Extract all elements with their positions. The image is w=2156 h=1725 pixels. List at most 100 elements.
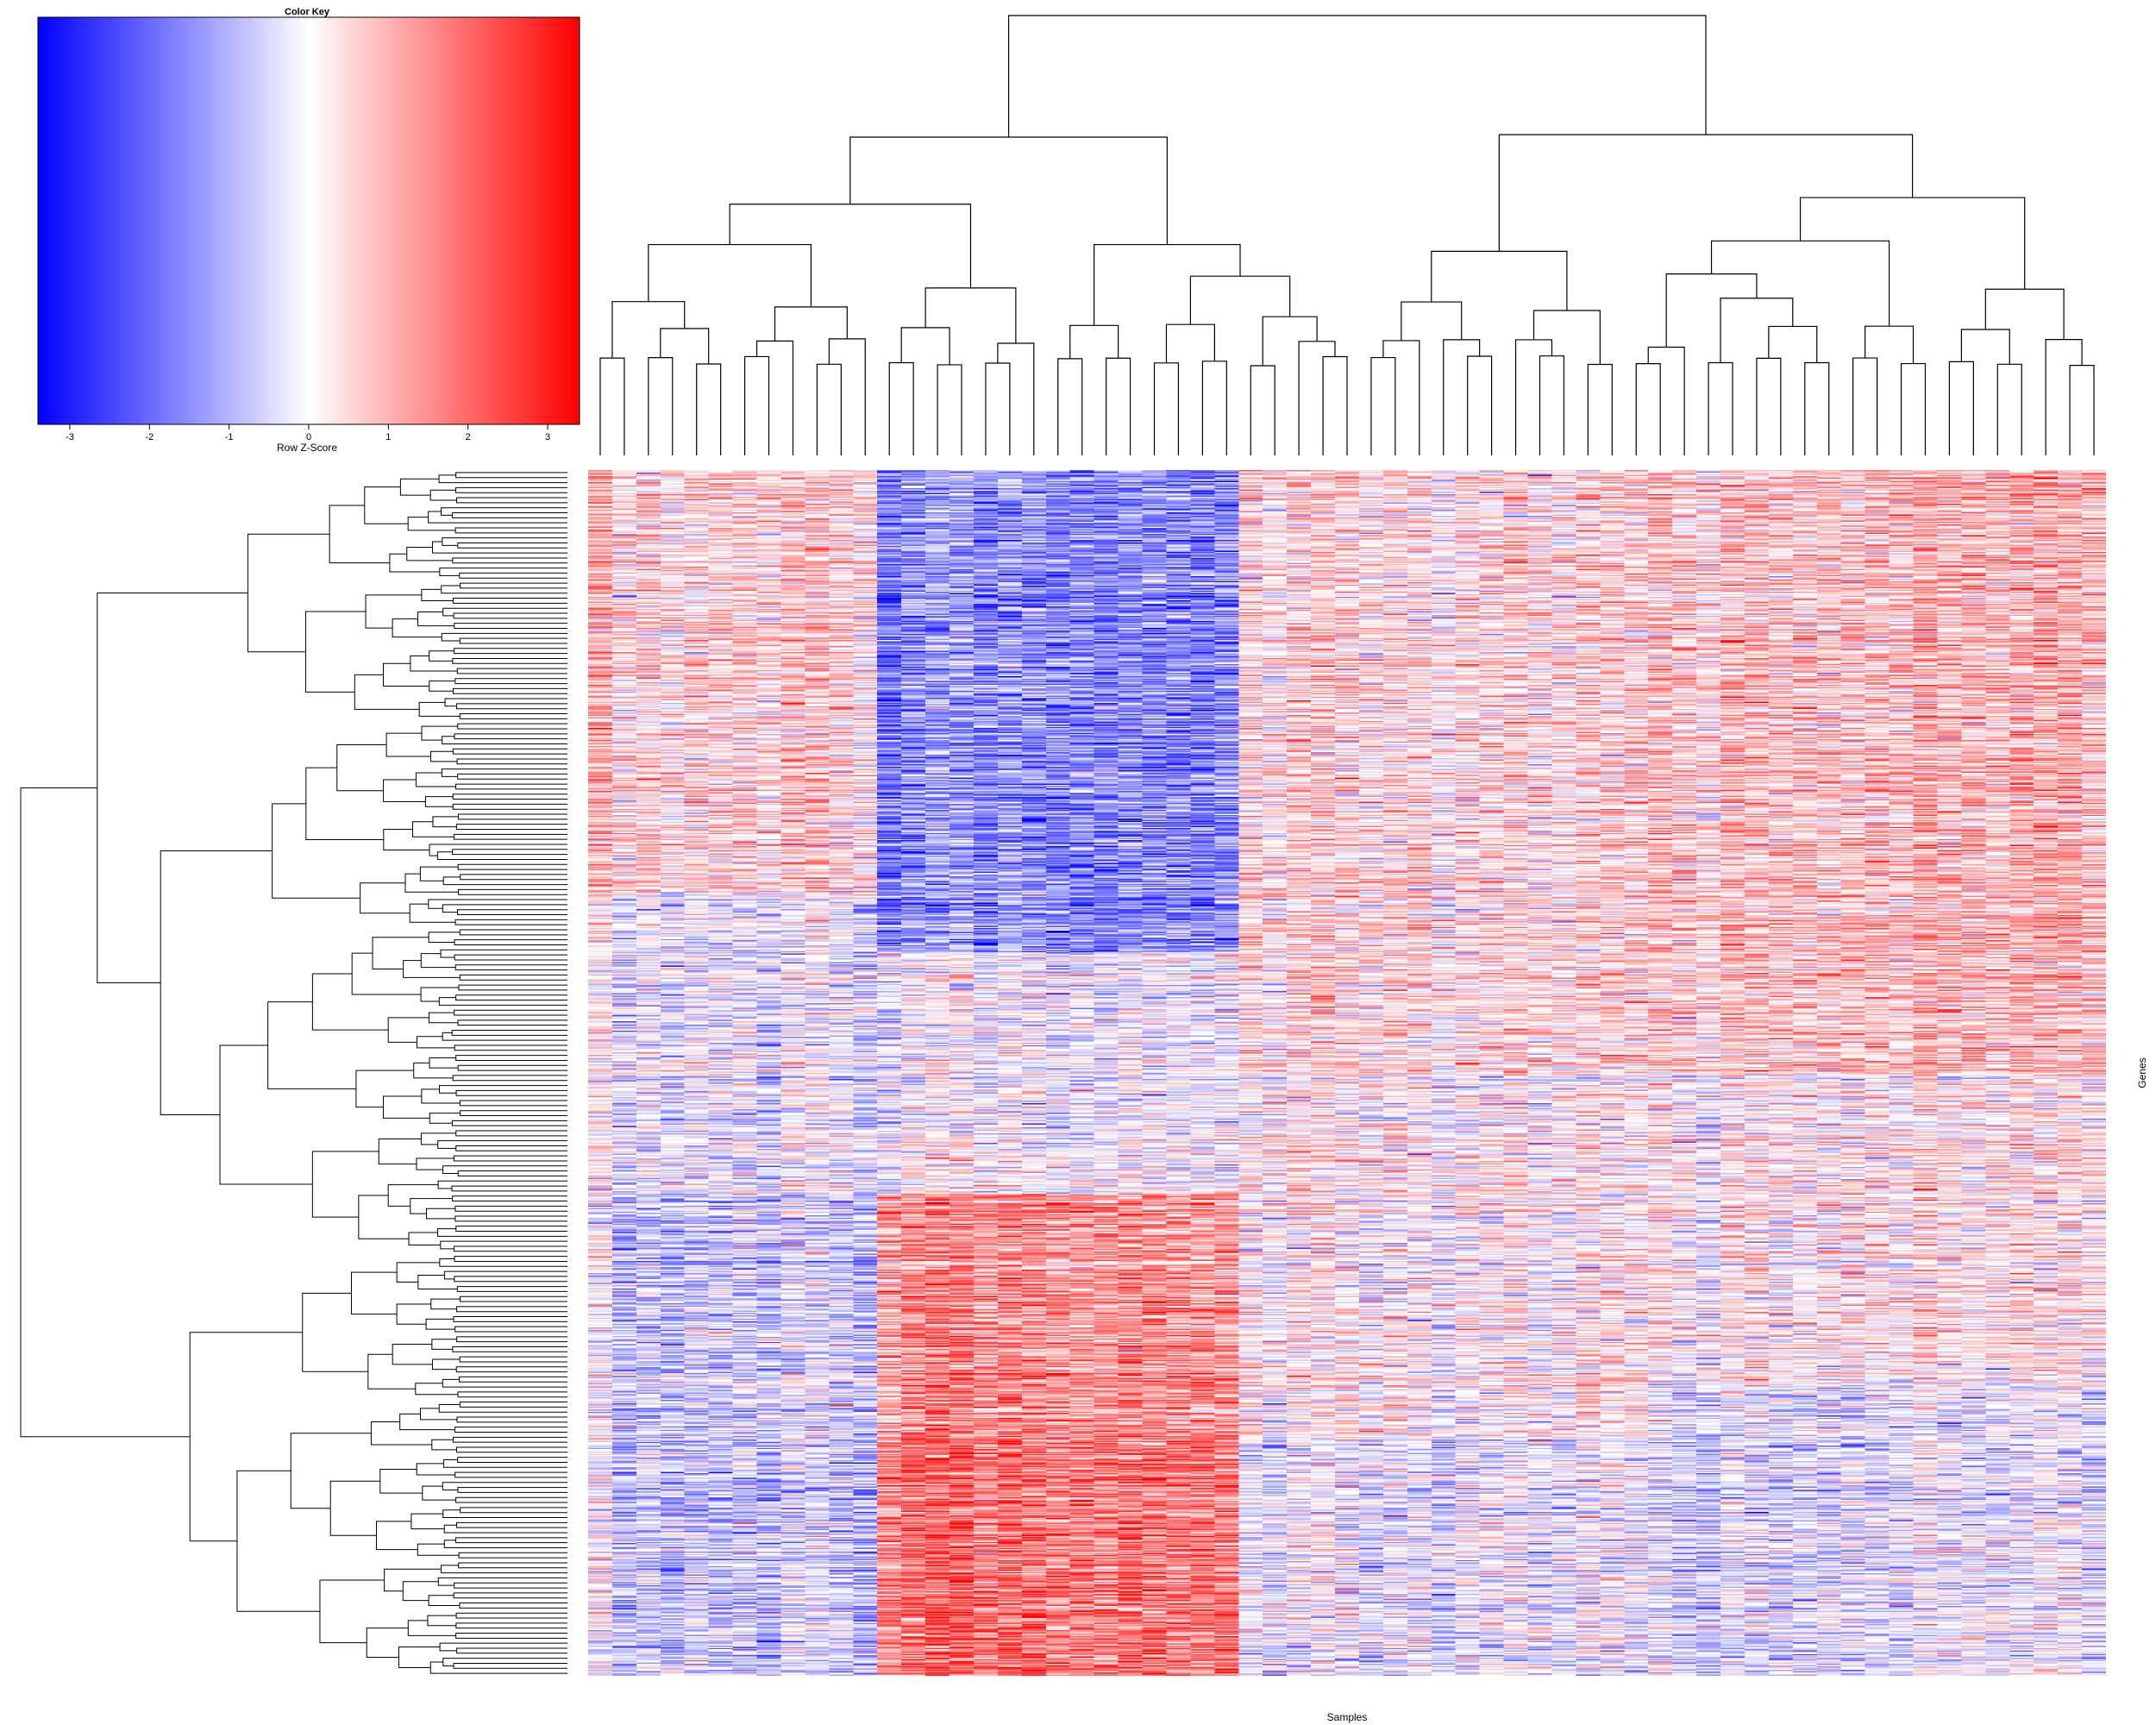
y-axis-label: Genes bbox=[2136, 1057, 2148, 1088]
row-dendrogram-branch bbox=[452, 794, 567, 800]
row-dendrogram-branch bbox=[364, 486, 409, 524]
row-dendrogram-branch bbox=[442, 1509, 567, 1519]
row-dendrogram-branch bbox=[454, 1044, 567, 1051]
row-dendrogram-branch bbox=[442, 1032, 567, 1041]
row-dendrogram-branch bbox=[455, 1446, 567, 1453]
row-dendrogram-branch bbox=[442, 1482, 567, 1490]
color-key-tick-label: 1 bbox=[385, 432, 391, 442]
row-dendrogram-branch bbox=[410, 1198, 453, 1214]
color-key-gradient bbox=[37, 16, 580, 425]
row-dendrogram-branch bbox=[454, 1582, 567, 1589]
row-dendrogram-branch bbox=[424, 796, 454, 807]
row-dendrogram-branch bbox=[431, 1339, 457, 1350]
row-dendrogram-branch bbox=[457, 909, 567, 916]
column-dendrogram-branch bbox=[1768, 325, 1818, 363]
row-dendrogram-branch bbox=[452, 803, 567, 810]
column-dendrogram-branch bbox=[985, 362, 1011, 455]
row-dendrogram-branch bbox=[399, 1413, 455, 1431]
row-dendrogram-branch bbox=[459, 572, 567, 579]
column-dendrogram-branch bbox=[849, 136, 1168, 245]
row-dendrogram-branch bbox=[97, 592, 248, 984]
column-dendrogram-branch bbox=[1467, 355, 1493, 455]
row-dendrogram-branch bbox=[455, 472, 567, 479]
row-dendrogram-branch bbox=[456, 1306, 567, 1313]
row-dendrogram-branch bbox=[419, 866, 459, 881]
row-dendrogram-branch bbox=[454, 1427, 567, 1433]
row-dendrogram-branch bbox=[392, 1344, 433, 1365]
color-key-axis: -3 -2 -1 0 1 2 3 bbox=[66, 424, 550, 442]
row-dendrogram-branch bbox=[455, 703, 567, 710]
row-dendrogram-branch bbox=[459, 1376, 567, 1383]
row-dendrogram-branch bbox=[460, 1110, 567, 1117]
row-dendrogram-branch bbox=[290, 1433, 372, 1509]
row-dendrogram-branch bbox=[378, 1138, 422, 1165]
row-dendrogram-branch bbox=[304, 611, 367, 693]
row-dendrogram-branch bbox=[437, 1180, 567, 1189]
row-dendrogram-branch bbox=[454, 527, 567, 534]
row-dendrogram-branch bbox=[440, 1565, 567, 1574]
row-dendrogram-branch bbox=[421, 1088, 461, 1104]
row-dendrogram-branch bbox=[417, 1543, 460, 1556]
row-dendrogram-branch bbox=[455, 1496, 567, 1503]
column-dendrogram-branch bbox=[1498, 134, 1914, 252]
row-dendrogram-branch bbox=[427, 1615, 457, 1627]
row-dendrogram-branch bbox=[454, 623, 567, 629]
row-dendrogram-branch bbox=[459, 1603, 567, 1609]
row-dendrogram-branch bbox=[387, 1017, 429, 1043]
row-dendrogram-branch bbox=[456, 1647, 567, 1654]
row-dendrogram-branch bbox=[428, 1012, 458, 1024]
row-dendrogram-branch bbox=[456, 1416, 567, 1423]
row-dendrogram-branch bbox=[452, 1075, 567, 1082]
row-dendrogram-branch bbox=[384, 1568, 442, 1592]
column-dendrogram-branch bbox=[648, 243, 812, 307]
row-dendrogram-branch bbox=[407, 517, 456, 531]
row-dendrogram-branch bbox=[375, 1521, 418, 1551]
row-dendrogram-branch bbox=[236, 1470, 320, 1612]
row-dendrogram-branch bbox=[402, 1581, 439, 1602]
row-dendrogram-branch bbox=[455, 1622, 567, 1629]
row-dendrogram-branch bbox=[455, 1632, 567, 1639]
column-dendrogram-branch bbox=[1401, 301, 1463, 341]
column-dendrogram-branch bbox=[1153, 362, 1180, 455]
row-dendrogram-branch bbox=[453, 1592, 567, 1599]
row-dendrogram-branch bbox=[458, 888, 567, 895]
row-dendrogram-branch bbox=[457, 1487, 567, 1493]
row-dendrogram-branch bbox=[438, 1403, 567, 1413]
row-dendrogram-branch bbox=[358, 1195, 410, 1239]
row-dendrogram-branch bbox=[442, 1378, 567, 1388]
row-dendrogram-branch bbox=[453, 1662, 567, 1669]
row-dendrogram-branch bbox=[459, 1402, 567, 1408]
row-dendrogram-branch bbox=[453, 833, 567, 840]
row-dendrogram-branch bbox=[442, 736, 567, 744]
row-dendrogram-branch bbox=[432, 816, 459, 828]
column-dendrogram-branch bbox=[937, 364, 962, 455]
column-dendrogram-branch bbox=[2045, 338, 2083, 455]
row-dendrogram-branch bbox=[452, 849, 567, 856]
column-dendrogram-branch bbox=[1189, 275, 1291, 325]
row-dendrogram-branch bbox=[455, 1055, 567, 1061]
x-axis-label: Samples bbox=[1327, 1711, 1368, 1723]
row-dendrogram-branch bbox=[457, 813, 567, 820]
row-dendrogram-branch bbox=[416, 1036, 455, 1049]
row-dendrogram-branch bbox=[454, 964, 567, 971]
column-dendrogram-branch bbox=[755, 340, 794, 455]
row-dendrogram-branch bbox=[442, 537, 567, 546]
row-dendrogram-branch bbox=[453, 1316, 567, 1322]
row-dendrogram-branch bbox=[456, 758, 567, 765]
row-dendrogram-branch bbox=[456, 1286, 567, 1292]
column-dendrogram-branch bbox=[660, 328, 710, 365]
row-dendrogram-branch bbox=[370, 1421, 432, 1446]
row-dendrogram-branch bbox=[418, 701, 461, 717]
row-dendrogram-branch bbox=[455, 994, 567, 1001]
row-dendrogram-branch bbox=[431, 1439, 457, 1451]
column-dendrogram-branch bbox=[900, 327, 950, 365]
row-dendrogram-branch bbox=[415, 772, 456, 787]
row-dendrogram-branch bbox=[410, 656, 458, 672]
column-dendrogram-branch bbox=[611, 301, 686, 359]
row-dendrogram-branch bbox=[453, 648, 567, 655]
row-dendrogram-branch bbox=[452, 598, 567, 604]
row-dendrogram-branch bbox=[441, 507, 567, 516]
row-dendrogram-branch bbox=[441, 632, 567, 642]
row-dendrogram-branch bbox=[453, 1155, 567, 1162]
column-dendrogram-branch bbox=[774, 306, 848, 342]
